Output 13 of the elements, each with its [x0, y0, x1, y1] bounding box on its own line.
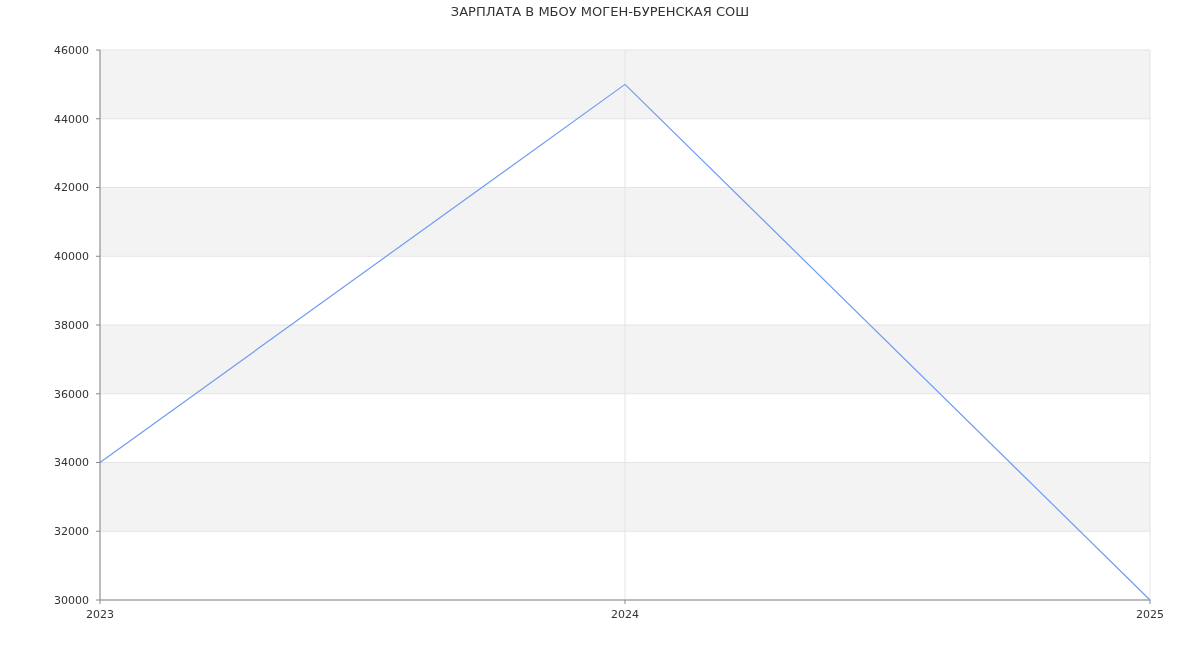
chart-title: ЗАРПЛАТА В МБОУ МОГЕН-БУРЕНСКАЯ СОШ: [450, 4, 750, 19]
x-tick-label: 2025: [1136, 608, 1164, 621]
y-tick-label: 34000: [54, 456, 89, 470]
y-tick-label: 40000: [54, 250, 89, 264]
y-tick-label: 46000: [54, 43, 89, 57]
y-tick-label: 42000: [54, 181, 89, 195]
y-tick-label: 32000: [54, 525, 89, 539]
y-tick-label: 44000: [54, 112, 89, 126]
x-tick-label: 2024: [611, 608, 639, 621]
y-tick-label: 36000: [54, 387, 89, 401]
x-tick-label: 2023: [86, 608, 114, 621]
y-tick-label: 38000: [54, 318, 89, 332]
y-tick-label: 30000: [54, 593, 89, 607]
